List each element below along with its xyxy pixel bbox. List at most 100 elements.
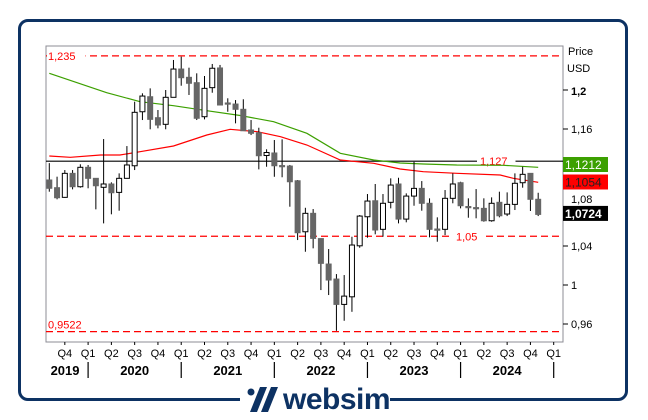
candle-body-bullish	[348, 244, 355, 298]
candle	[372, 183, 379, 235]
candle	[69, 170, 76, 190]
x-quarter-label: Q3	[127, 348, 142, 360]
x-quarter-label: Q4	[430, 348, 445, 360]
x-quarter-label: Q1	[360, 348, 375, 360]
candle	[139, 93, 146, 121]
candle	[379, 194, 386, 237]
candle	[434, 217, 441, 242]
y-tick-label: 1,16	[571, 124, 592, 136]
x-quarter-label: Q1	[453, 348, 468, 360]
candle-body-bullish	[170, 68, 177, 98]
candle	[310, 209, 317, 249]
candle-body-bearish	[193, 82, 200, 119]
x-quarter-label: Q2	[290, 348, 305, 360]
candle	[356, 214, 363, 248]
candle	[255, 127, 262, 170]
candle	[201, 75, 208, 120]
candle-body-bearish	[147, 96, 154, 120]
candle	[341, 275, 348, 321]
level-label: 1,05	[456, 231, 477, 243]
candle	[54, 176, 61, 200]
x-year-label: 2020	[120, 363, 149, 378]
candle	[185, 67, 192, 95]
candle	[504, 192, 511, 217]
x-quarter-label: Q1	[174, 348, 189, 360]
moving-average-line	[49, 128, 539, 183]
candle	[403, 193, 410, 223]
candle	[333, 274, 340, 331]
candle-body-bearish	[85, 166, 92, 179]
candle-body-bearish	[294, 180, 301, 234]
candle-body-bullish	[442, 197, 449, 230]
candle	[61, 170, 68, 198]
candle-body-bullish	[403, 195, 410, 220]
candle-body-bearish	[434, 228, 441, 231]
candle-body-bullish	[116, 177, 123, 193]
candle-body-bearish	[224, 102, 231, 105]
candle	[248, 120, 255, 136]
candle	[348, 236, 355, 312]
ma-red-value-badge	[563, 174, 608, 190]
candle	[457, 181, 464, 209]
last-price-badge	[563, 205, 608, 221]
y-tick-label: 1,2	[571, 86, 586, 98]
candle-body-bullish	[356, 215, 363, 247]
last-price-badge-text: 1,0724	[565, 207, 602, 221]
candle	[131, 101, 138, 171]
candle-body-bullish	[77, 166, 84, 188]
candle	[411, 161, 418, 206]
ma-green-value-badge-text: 1,1212	[565, 158, 602, 172]
candle-body-bullish	[61, 172, 68, 198]
x-year-label: 2023	[400, 363, 429, 378]
candle	[100, 139, 107, 224]
candle-body-bullish	[511, 182, 518, 205]
x-quarter-label: Q3	[407, 348, 422, 360]
x-quarter-label: Q4	[337, 348, 352, 360]
candle-body-bullish	[387, 184, 394, 203]
candle-body-bullish	[123, 164, 130, 179]
candle-body-bearish	[473, 207, 480, 210]
x-quarter-label: Q4	[57, 348, 72, 360]
candle	[317, 238, 324, 291]
candle-body-bullish	[209, 67, 216, 89]
x-quarter-label: Q1	[267, 348, 282, 360]
x-quarter-label: Q4	[523, 348, 538, 360]
level-label: 1,127	[480, 156, 508, 168]
y-tick-label: 1	[571, 280, 577, 292]
candle-body-bearish	[333, 278, 340, 305]
candle	[193, 73, 200, 121]
candle-body-bearish	[69, 172, 76, 188]
candle-body-bearish	[108, 183, 115, 194]
candle-body-bearish	[325, 263, 332, 281]
x-year-label: 2024	[493, 363, 523, 378]
y-tick-label: 1,04	[571, 241, 592, 253]
candle	[240, 99, 247, 132]
candle	[263, 149, 270, 167]
candle-body-bearish	[54, 187, 61, 199]
candle-body-bullish	[100, 183, 107, 188]
candle-body-bearish	[271, 152, 278, 167]
candle	[147, 88, 154, 130]
candle-body-bullish	[411, 187, 418, 197]
candle	[209, 63, 216, 93]
candle	[480, 198, 487, 222]
candle-body-bearish	[154, 117, 161, 126]
candle	[535, 192, 542, 217]
x-quarter-label: Q3	[220, 348, 235, 360]
candle-body-bearish	[527, 172, 534, 200]
candle	[217, 64, 224, 106]
candle	[395, 177, 402, 224]
candle-body-bearish	[426, 202, 433, 230]
candle-body-bearish	[248, 129, 255, 134]
candle	[387, 178, 394, 209]
candle	[511, 173, 518, 211]
level-label-bg	[453, 230, 485, 243]
candle	[325, 249, 332, 296]
candle	[496, 191, 503, 218]
candle-body-bullish	[131, 111, 138, 167]
candle-body-bullish	[341, 295, 348, 305]
x-quarter-label: Q2	[383, 348, 398, 360]
candle-body-bullish	[364, 200, 371, 218]
x-quarter-label: Q2	[104, 348, 119, 360]
